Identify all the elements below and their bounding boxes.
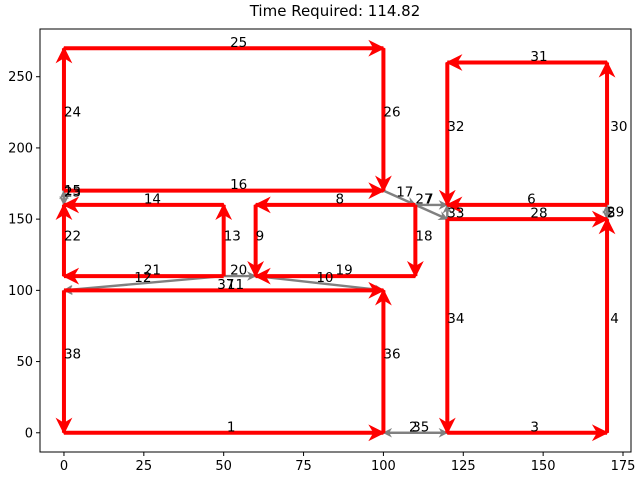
edge-1-label: 1: [227, 419, 236, 435]
edge-22-label: 22: [64, 229, 81, 245]
y-axis: 0 50 100 150 200 250: [8, 70, 40, 441]
plot-frame: [39, 28, 632, 453]
y-tick-label: 50: [16, 355, 33, 370]
x-axis: 0 25 50 75 100 125 150 175: [60, 452, 636, 474]
x-tick-label: 175: [611, 459, 636, 474]
y-tick-label: 100: [8, 284, 33, 299]
edge-17-label: 17: [396, 184, 413, 200]
x-tick-label: 150: [531, 459, 556, 474]
edge-19-label: 19: [336, 263, 353, 279]
edge-38-label: 38: [64, 347, 81, 363]
y-tick-label: 150: [8, 213, 33, 228]
edge-9-label: 9: [256, 229, 265, 245]
red-edges-layer: [55, 39, 616, 442]
edge-5-label: 5: [607, 206, 616, 222]
edge-28-label: 28: [530, 206, 547, 222]
x-tick-label: 50: [215, 459, 232, 474]
edge-36-label: 36: [383, 347, 400, 363]
edge-6-label: 6: [527, 191, 536, 207]
edge-18-label: 18: [415, 229, 432, 245]
x-tick-label: 75: [295, 459, 312, 474]
y-tick-label: 0: [25, 426, 33, 441]
x-tick-label: 25: [136, 459, 153, 474]
edge-8-label: 8: [336, 191, 345, 207]
x-tick-label: 125: [451, 459, 476, 474]
edge-13-label: 13: [224, 229, 241, 245]
chart-title: Time Required: 114.82: [249, 2, 421, 20]
edge-3-label: 3: [530, 419, 539, 435]
edge-14-label: 14: [144, 191, 161, 207]
edge-21-label: 21: [144, 263, 161, 279]
edge-37-label: 37: [217, 277, 234, 293]
edge-7-arrow: [414, 203, 449, 221]
edge-20-label: 20: [230, 263, 247, 279]
edge-10-arrow: [255, 274, 385, 295]
edge-12-arrow: [63, 274, 224, 295]
edge-17-arrow: [382, 189, 417, 206]
edge-23-label: 23: [64, 184, 81, 200]
x-tick-label: 100: [371, 459, 396, 474]
gray-edges-layer: [59, 189, 612, 438]
edge-10-label: 10: [316, 270, 333, 286]
edge-2-label: 2: [409, 419, 418, 435]
edge-32-label: 32: [447, 119, 464, 135]
edge-16-label: 16: [230, 177, 247, 193]
edge-7-label: 7: [425, 191, 434, 207]
x-tick-label: 0: [60, 459, 68, 474]
edge-4-label: 4: [610, 311, 619, 327]
edge-26-label: 26: [383, 105, 400, 121]
edge-15-label: 15: [64, 183, 81, 199]
edge-27-label: 27: [415, 191, 432, 207]
edge-12-label: 12: [134, 270, 151, 286]
edge-24-label: 24: [64, 105, 81, 121]
edge-30-label: 30: [610, 119, 627, 135]
edge-34-label: 34: [447, 311, 464, 327]
edge-31-label: 31: [530, 49, 547, 65]
edge-33-label: 33: [447, 206, 464, 222]
y-tick-label: 250: [8, 70, 33, 85]
edge-35-label: 35: [412, 419, 429, 435]
y-tick-label: 200: [8, 141, 33, 156]
edge-29-label: 29: [607, 204, 624, 220]
edge-11-label: 11: [227, 277, 244, 293]
edge-25-label: 25: [230, 35, 247, 51]
